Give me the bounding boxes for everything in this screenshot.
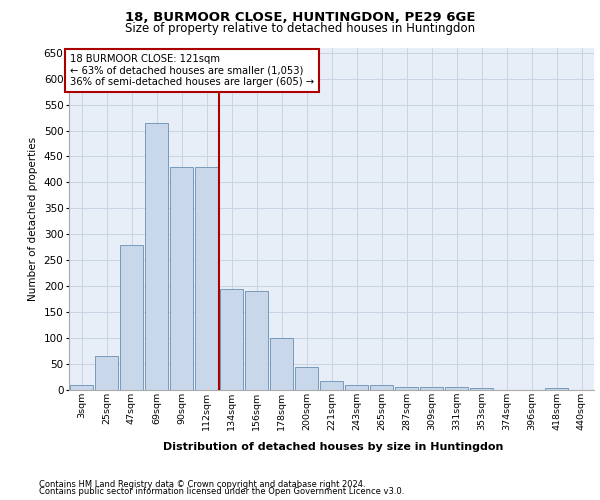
Text: 18 BURMOOR CLOSE: 121sqm
← 63% of detached houses are smaller (1,053)
36% of sem: 18 BURMOOR CLOSE: 121sqm ← 63% of detach… — [70, 54, 314, 87]
Bar — [320, 380, 343, 390]
Bar — [170, 167, 193, 390]
Bar — [220, 289, 243, 390]
Text: Distribution of detached houses by size in Huntingdon: Distribution of detached houses by size … — [163, 442, 503, 452]
Bar — [295, 366, 318, 390]
Bar — [245, 292, 268, 390]
Bar — [120, 244, 143, 390]
Text: 18, BURMOOR CLOSE, HUNTINGDON, PE29 6GE: 18, BURMOOR CLOSE, HUNTINGDON, PE29 6GE — [125, 11, 475, 24]
Bar — [420, 388, 443, 390]
Bar — [145, 122, 168, 390]
Bar — [270, 338, 293, 390]
Text: Size of property relative to detached houses in Huntingdon: Size of property relative to detached ho… — [125, 22, 475, 35]
Text: Contains HM Land Registry data © Crown copyright and database right 2024.: Contains HM Land Registry data © Crown c… — [39, 480, 365, 489]
Y-axis label: Number of detached properties: Number of detached properties — [28, 136, 38, 301]
Bar — [195, 167, 218, 390]
Bar — [95, 356, 118, 390]
Bar — [370, 385, 393, 390]
Text: Contains public sector information licensed under the Open Government Licence v3: Contains public sector information licen… — [39, 488, 404, 496]
Bar — [345, 385, 368, 390]
Bar — [545, 388, 568, 390]
Bar — [70, 385, 93, 390]
Bar — [445, 388, 468, 390]
Bar — [395, 388, 418, 390]
Bar — [470, 388, 493, 390]
